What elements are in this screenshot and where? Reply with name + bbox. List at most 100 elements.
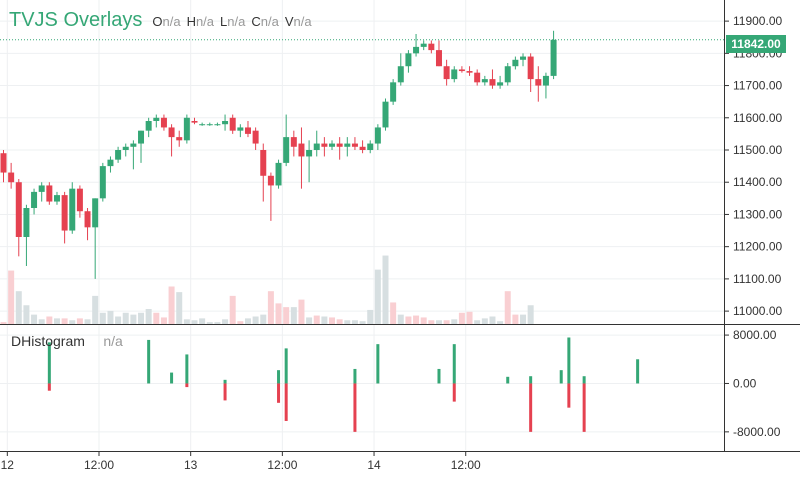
volume-bar	[382, 255, 389, 324]
candle-body	[115, 150, 122, 160]
histogram-bar	[277, 370, 281, 384]
histogram-bar	[636, 359, 640, 384]
volume-bar	[321, 316, 328, 324]
volume-bar	[115, 316, 122, 324]
candle-body	[527, 56, 534, 80]
volume-bar	[474, 320, 481, 324]
candle-body	[222, 121, 229, 125]
volume-bar	[138, 312, 145, 324]
histogram-bar	[353, 383, 357, 432]
volume-bar	[168, 286, 175, 324]
candle-body	[0, 153, 7, 173]
subpane-title: DHistogram	[11, 333, 85, 349]
volume-bar	[107, 310, 114, 324]
candle-body	[420, 43, 427, 47]
candle-body	[397, 66, 404, 83]
legend-l-value: n/a	[227, 14, 246, 29]
volume-bar	[290, 307, 297, 324]
volume-bar	[145, 309, 152, 324]
volume-bar	[130, 314, 137, 324]
volume-bar	[31, 314, 38, 324]
candle-body	[359, 146, 366, 150]
candle-body	[46, 185, 53, 202]
legend-o-label: O	[152, 14, 163, 29]
volume-bar	[237, 321, 244, 324]
candle-body	[76, 188, 83, 212]
volume-bar	[359, 321, 366, 324]
volume-bar	[306, 317, 313, 324]
candle-body	[84, 211, 91, 228]
volume-bar	[497, 321, 504, 324]
candle-body	[390, 82, 397, 102]
candle-body	[252, 130, 259, 144]
histogram-bar	[284, 383, 288, 421]
candle-body	[23, 208, 30, 237]
x-tick-label: 12	[1, 458, 15, 472]
volume-bar	[69, 320, 76, 324]
volume-bar	[229, 295, 236, 324]
volume-bar	[512, 314, 519, 324]
y-tick-label: 11600.00	[733, 111, 782, 125]
candle-body	[130, 143, 137, 147]
legend-v-label: V	[284, 14, 294, 29]
volume-bar	[76, 318, 83, 324]
volume-bar	[199, 318, 206, 324]
volume-bar	[206, 322, 213, 324]
legend-l-label: L	[220, 14, 228, 29]
histogram-bar	[567, 337, 571, 384]
histogram-bar	[506, 376, 510, 384]
chart-title: TVJS Overlays	[9, 9, 143, 31]
histogram-bar	[376, 344, 380, 384]
volume-bar	[435, 320, 442, 324]
candle-body	[267, 175, 274, 186]
candle-body	[535, 79, 542, 86]
histogram-bar	[437, 368, 441, 384]
candle-body	[275, 162, 282, 186]
volume-bar	[489, 316, 496, 324]
volume-bar	[344, 320, 351, 324]
volume-bar	[222, 319, 229, 324]
candle-body	[38, 185, 45, 192]
candle-body	[321, 143, 328, 147]
candle-body	[237, 127, 244, 131]
candle-body	[367, 143, 374, 150]
histogram-bar	[47, 383, 51, 391]
volume-bar	[520, 314, 527, 324]
y-tick-label: 8000.00	[733, 328, 777, 342]
legend-h-value: n/a	[195, 14, 215, 29]
volume-bar	[405, 316, 412, 324]
last-price-text: 11842.00	[731, 37, 781, 51]
volume-bar	[390, 302, 397, 324]
x-tick-label: 13	[184, 458, 198, 472]
volume-bar	[481, 318, 488, 324]
volume-bar	[61, 318, 68, 324]
subpane-value: n/a	[103, 333, 123, 349]
volume-bar	[374, 269, 381, 324]
candle-body	[489, 79, 496, 86]
volume-bar	[214, 322, 221, 324]
candle-body	[260, 150, 267, 176]
x-tick-label: 14	[367, 458, 381, 472]
candle-body	[382, 101, 389, 128]
y-tick-label: 11700.00	[733, 79, 782, 93]
candle-body	[153, 117, 160, 121]
candle-body	[53, 195, 60, 202]
y-tick-label: -8000.00	[733, 425, 781, 439]
histogram-bar	[582, 383, 586, 432]
candle-body	[199, 124, 206, 126]
histogram-bar	[47, 342, 51, 384]
candle-body	[206, 124, 213, 126]
candle-body	[92, 198, 99, 228]
volume-bar	[504, 291, 511, 324]
candle-body	[550, 39, 557, 76]
volume-bar	[298, 299, 305, 324]
candle-body	[122, 146, 129, 150]
volume-bar	[84, 319, 91, 324]
candle-body	[351, 143, 358, 147]
volume-bar	[191, 320, 198, 324]
volume-bar	[122, 312, 129, 324]
legend-c-label: C	[251, 14, 261, 29]
